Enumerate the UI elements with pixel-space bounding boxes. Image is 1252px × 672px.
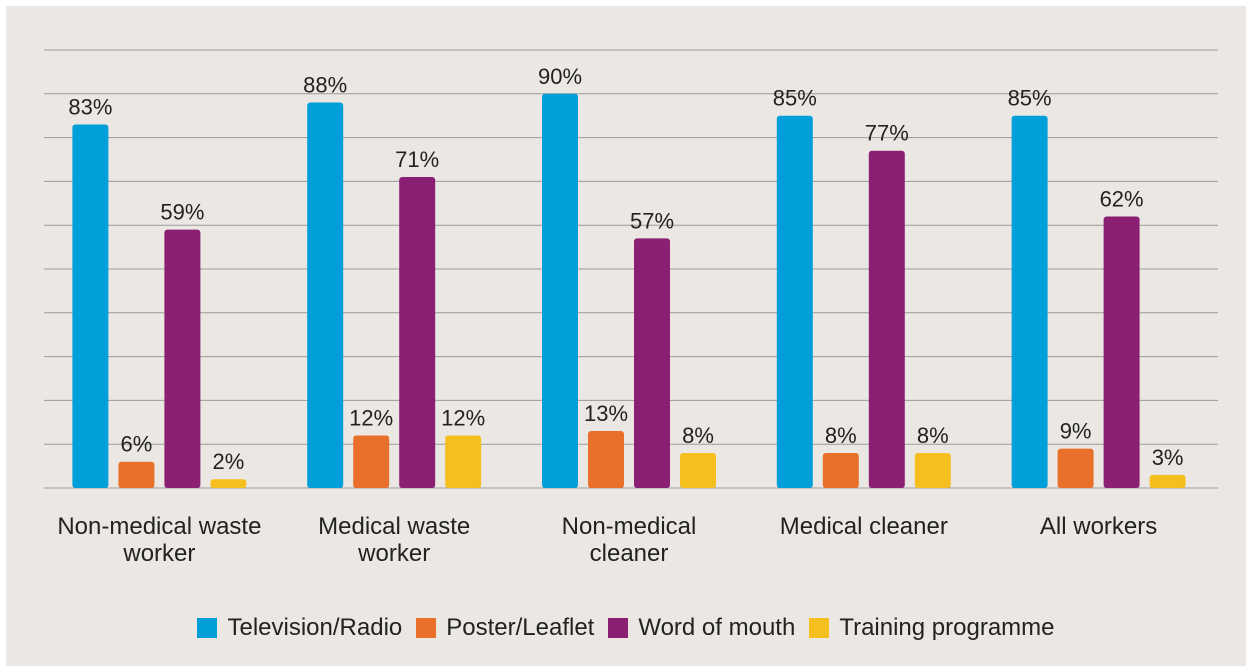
legend-swatch — [197, 618, 218, 638]
bar — [445, 435, 482, 488]
value-label: 85% — [773, 86, 817, 111]
bar — [680, 452, 716, 488]
value-label: 6% — [121, 432, 153, 457]
value-label: 8% — [917, 423, 949, 448]
value-label: 12% — [349, 405, 393, 430]
bar — [353, 435, 390, 488]
bar — [1103, 216, 1140, 488]
value-label: 13% — [584, 401, 628, 426]
legend-item: Training programme — [809, 614, 1055, 642]
bar — [164, 229, 201, 488]
value-label: 9% — [1060, 419, 1092, 444]
legend-label: Word of mouth — [638, 614, 796, 641]
bar — [914, 452, 951, 488]
value-label: 8% — [825, 423, 857, 448]
value-label: 71% — [395, 147, 439, 172]
value-label: 57% — [630, 208, 674, 233]
value-label: 90% — [538, 64, 582, 89]
legend-item: Poster/Leaflet — [416, 614, 594, 642]
value-label: 85% — [1008, 86, 1052, 111]
x-tick-label: Medical cleaner — [779, 513, 948, 540]
value-label: 77% — [865, 121, 909, 146]
bar — [868, 150, 905, 489]
legend-label: Poster/Leaflet — [446, 614, 595, 641]
bar — [210, 479, 247, 488]
x-tick-label: All workers — [1039, 513, 1158, 540]
bar — [307, 102, 344, 488]
value-label: 59% — [160, 200, 204, 225]
legend-swatch — [809, 618, 830, 638]
legend: Television/Radio Poster/Leaflet Word of mo… — [0, 614, 1252, 642]
legend-label: Training programme — [839, 614, 1055, 641]
bar — [776, 115, 813, 488]
value-label: 12% — [441, 405, 485, 430]
bar — [1057, 448, 1094, 488]
legend-label: Television/Radio — [227, 614, 403, 641]
x-tick-label: Non-medical cleaner — [561, 513, 697, 567]
value-label: 88% — [303, 73, 347, 98]
bar — [118, 461, 155, 488]
x-tick-label: Non-medical waste worker — [57, 513, 262, 567]
legend-item: Television/Radio — [197, 614, 402, 642]
value-label: 83% — [68, 94, 112, 119]
bar — [634, 238, 670, 488]
bar — [542, 93, 578, 489]
bar — [72, 124, 109, 489]
x-tick-label: Medical waste worker — [318, 513, 471, 567]
bar — [399, 177, 436, 488]
bar — [1149, 474, 1186, 488]
legend-swatch — [608, 618, 629, 638]
bar — [822, 452, 859, 488]
legend-swatch — [416, 618, 437, 638]
bar — [588, 431, 624, 488]
value-label: 62% — [1100, 186, 1144, 211]
value-label: 8% — [682, 423, 714, 448]
value-label: 2% — [213, 449, 245, 474]
value-label: 3% — [1152, 445, 1184, 470]
legend-item: Word of mouth — [608, 614, 795, 642]
bar — [1011, 115, 1048, 488]
